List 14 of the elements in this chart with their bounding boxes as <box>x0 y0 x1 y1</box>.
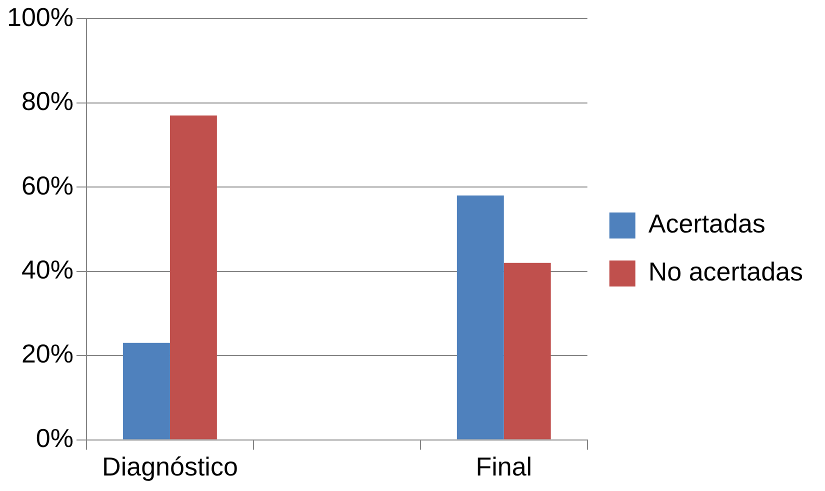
bar <box>456 196 504 440</box>
y-tick-label: 80% <box>21 86 74 116</box>
x-tick-label: Diagnóstico <box>102 452 238 482</box>
legend-label: Acertadas <box>648 208 766 239</box>
y-tick-label: 40% <box>21 254 74 284</box>
legend-label: No acertadas <box>648 256 804 287</box>
bar <box>504 262 551 440</box>
bar <box>123 342 170 440</box>
y-tick-label: 20% <box>21 338 74 369</box>
bar <box>170 115 217 440</box>
x-tick-label: Final <box>476 452 532 482</box>
y-tick-label: 0% <box>36 422 74 453</box>
y-tick-label: 60% <box>21 170 74 200</box>
y-tick-label: 100% <box>7 2 74 32</box>
